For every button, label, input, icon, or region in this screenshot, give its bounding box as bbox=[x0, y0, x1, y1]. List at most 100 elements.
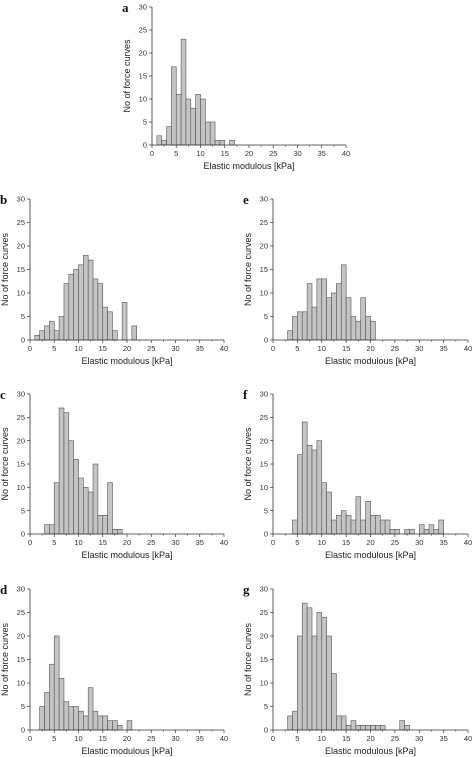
histogram-bar bbox=[316, 612, 323, 731]
histogram-bar bbox=[316, 278, 323, 341]
histogram-bar bbox=[53, 330, 60, 341]
x-tick-label: 40 bbox=[220, 734, 228, 743]
histogram-bar bbox=[321, 482, 327, 535]
histogram-bar bbox=[326, 297, 332, 341]
x-axis-label: Elastic modulous [kPa] bbox=[81, 356, 172, 366]
x-tick-label: 20 bbox=[366, 344, 374, 353]
histogram-bar bbox=[83, 255, 89, 341]
y-tick-label: 30 bbox=[260, 195, 268, 204]
histogram-bar bbox=[365, 724, 371, 731]
y-tick-label: 25 bbox=[17, 413, 25, 422]
histogram-bar bbox=[297, 454, 303, 535]
y-tick-label: 30 bbox=[17, 585, 25, 594]
histogram-bar bbox=[121, 302, 128, 341]
x-tick-label: 20 bbox=[366, 734, 374, 743]
histogram-bar bbox=[355, 320, 362, 341]
x-tick-label: 35 bbox=[196, 538, 204, 547]
histogram-bar bbox=[350, 316, 357, 341]
panel-f: 0 5 10 15 20 25 30 35 40 0 5 10 15 20 25 30 Elastic modu… bbox=[243, 387, 472, 560]
x-tick-label: 30 bbox=[415, 344, 423, 353]
histogram-bar bbox=[209, 121, 216, 146]
y-tick-label: 0 bbox=[264, 726, 268, 735]
y-tick-label: 15 bbox=[260, 460, 268, 469]
panel-letter-label: c bbox=[0, 387, 6, 402]
histogram-bar bbox=[331, 519, 337, 535]
x-tick-label: 10 bbox=[318, 538, 326, 547]
histogram-bar bbox=[97, 515, 104, 535]
y-tick-label: 25 bbox=[17, 218, 25, 227]
y-tick-label: 25 bbox=[139, 26, 147, 35]
y-tick-label: 30 bbox=[260, 390, 268, 399]
histogram-bar bbox=[83, 487, 89, 535]
histogram-bar bbox=[292, 710, 298, 731]
y-tick-label: 20 bbox=[17, 632, 25, 641]
histogram-bar bbox=[102, 306, 108, 341]
histogram-bar bbox=[92, 710, 99, 731]
histogram-bar bbox=[384, 519, 391, 535]
x-tick-label: 30 bbox=[171, 734, 179, 743]
histogram-bar bbox=[63, 701, 70, 731]
x-tick-label: 10 bbox=[196, 149, 204, 158]
y-tick-label: 10 bbox=[17, 679, 25, 688]
x-tick-label: 10 bbox=[74, 734, 82, 743]
histogram-bar bbox=[112, 720, 118, 731]
histogram-bar bbox=[399, 720, 405, 731]
x-tick-label: 0 bbox=[271, 538, 275, 547]
x-tick-label: 25 bbox=[147, 344, 155, 353]
y-tick-label: 0 bbox=[264, 530, 268, 539]
y-axis-label: No of force curves bbox=[243, 232, 253, 306]
histogram-bar bbox=[112, 330, 118, 341]
x-tick-label: 30 bbox=[171, 538, 179, 547]
x-tick-label: 40 bbox=[220, 538, 228, 547]
y-tick-label: 15 bbox=[17, 655, 25, 664]
y-tick-label: 5 bbox=[264, 702, 268, 711]
histogram-bar bbox=[345, 724, 352, 731]
y-tick-label: 15 bbox=[17, 265, 25, 274]
y-axis-label: No of force curves bbox=[122, 39, 132, 113]
histogram-bar bbox=[311, 449, 318, 535]
histogram-bar bbox=[326, 491, 332, 535]
x-tick-label: 35 bbox=[196, 734, 204, 743]
histogram-bar bbox=[331, 292, 337, 341]
x-tick-label: 5 bbox=[295, 734, 299, 743]
histogram-bar bbox=[49, 663, 55, 731]
histogram-bar bbox=[78, 264, 84, 341]
histogram-bar bbox=[49, 320, 55, 341]
histogram-bar bbox=[190, 107, 196, 146]
y-tick-label: 10 bbox=[260, 679, 268, 688]
histogram-bar bbox=[326, 635, 332, 731]
histogram-bar bbox=[92, 463, 99, 535]
histogram-bar bbox=[438, 519, 444, 535]
x-tick-label: 10 bbox=[318, 734, 326, 743]
panel-letter-label: b bbox=[0, 192, 7, 207]
histogram-bar bbox=[205, 121, 211, 146]
histogram-bar bbox=[365, 316, 371, 341]
histogram-bar bbox=[340, 264, 347, 341]
histogram-bar bbox=[370, 515, 376, 535]
histogram-bar bbox=[87, 259, 94, 341]
histogram-bar bbox=[355, 724, 362, 731]
histogram-bar bbox=[112, 529, 118, 535]
histogram-bar bbox=[34, 334, 40, 341]
panel-b: 0 5 10 15 20 25 30 35 40 0 5 10 15 20 25 30 Elastic modu… bbox=[0, 192, 228, 366]
histogram-bar bbox=[44, 524, 50, 535]
x-tick-label: 25 bbox=[269, 149, 277, 158]
x-tick-label: 35 bbox=[318, 149, 326, 158]
x-tick-label: 20 bbox=[123, 538, 131, 547]
x-axis-label: Elastic modulous [kPa] bbox=[325, 550, 416, 560]
histogram-bar bbox=[180, 38, 187, 146]
y-tick-label: 30 bbox=[139, 3, 147, 12]
histogram-bar bbox=[287, 330, 293, 341]
panel-d: 0 5 10 15 20 25 30 35 40 0 5 10 15 20 25 30 Elastic modu… bbox=[0, 582, 228, 756]
y-tick-label: 25 bbox=[260, 413, 268, 422]
y-tick-label: 10 bbox=[17, 483, 25, 492]
histogram-bar bbox=[370, 724, 376, 731]
panel-e: 0 5 10 15 20 25 30 35 40 0 5 10 15 20 25 30 Elastic modu… bbox=[243, 192, 472, 366]
x-tick-label: 30 bbox=[415, 734, 423, 743]
histogram-bar bbox=[297, 311, 303, 341]
x-tick-label: 25 bbox=[391, 538, 399, 547]
y-tick-label: 10 bbox=[260, 289, 268, 298]
x-tick-label: 35 bbox=[439, 538, 447, 547]
y-tick-label: 20 bbox=[260, 632, 268, 641]
